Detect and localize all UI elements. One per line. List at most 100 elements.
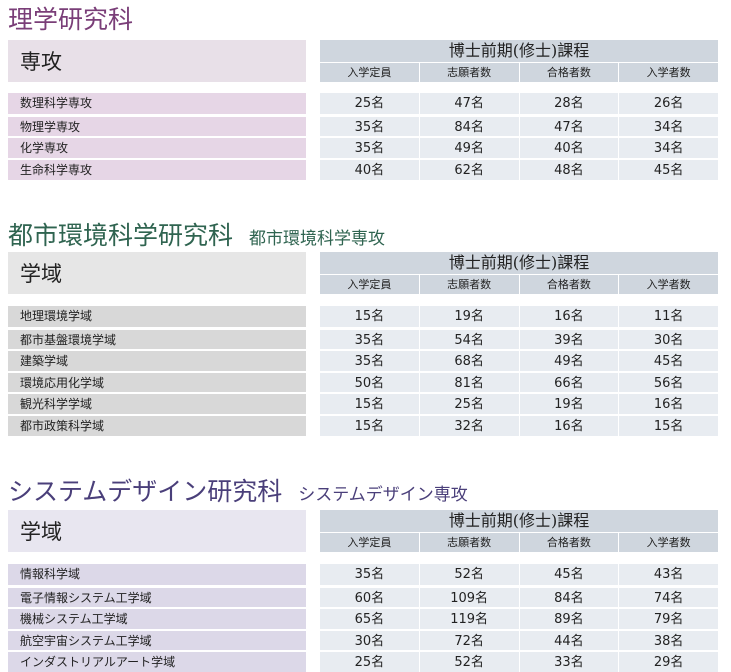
cell-accepted: 66名	[518, 372, 619, 393]
cell-enrolled: 45名	[618, 351, 718, 371]
row-values: 35名 68名 49名 45名	[320, 350, 718, 371]
row-values: 35名 54名 39名 30名	[320, 328, 718, 350]
row-values: 25名 52名 33名 29名	[320, 651, 718, 672]
col-capacity: 入学定員	[347, 278, 392, 291]
cell-enrolled: 34名	[618, 116, 718, 137]
table-row: 電子情報システム工学域 60名 109名 84名 74名	[8, 585, 718, 608]
section-title-text: 都市環境科学研究科	[8, 221, 234, 250]
col-accepted: 合格者数	[518, 275, 619, 294]
cell-accepted: 19名	[518, 394, 619, 414]
col-accepted: 合格者数	[518, 533, 619, 552]
course-title: 博士前期(修士)課程	[448, 253, 590, 272]
section-title: システムデザイン研究科 システムデザイン専攻	[8, 478, 468, 509]
row-name: 都市基盤環境学域	[8, 328, 306, 350]
col-enrolled: 入学者数	[618, 63, 718, 82]
cell-applicants: 54名	[418, 329, 519, 350]
row-values: 30名 72名 44名 38名	[320, 629, 718, 651]
row-name: 機械システム工学域	[8, 608, 306, 629]
section-subtitle: システムデザイン専攻	[298, 485, 468, 505]
cell-accepted: 48名	[518, 159, 619, 180]
cell-accepted: 44名	[518, 630, 619, 651]
cell-enrolled: 38名	[618, 630, 718, 651]
cell-applicants: 81名	[418, 372, 519, 393]
table-row: 建築学域 35名 68名 49名 45名	[8, 349, 718, 371]
section-title-text: システムデザイン研究科	[8, 477, 283, 506]
col-accepted: 合格者数	[518, 63, 619, 82]
table-row: 都市政策科学域 15名 32名 16名 15名	[8, 413, 718, 436]
course-header: 博士前期(修士)課程 入学定員 志願者数 合格者数 入学者数	[320, 252, 718, 294]
cell-applicants: 32名	[418, 415, 519, 436]
table-row: 生命科学専攻 40名 62名 48名 45名	[8, 157, 718, 180]
row-values: 40名 62名 48名 45名	[320, 158, 718, 180]
row-name: インダストリアルアート学域	[8, 651, 306, 672]
cell-capacity: 15名	[354, 397, 385, 412]
cell-enrolled: 15名	[618, 415, 718, 436]
cell-enrolled: 30名	[618, 329, 718, 350]
row-name: 都市政策科学域	[8, 414, 306, 436]
cell-accepted: 39名	[518, 329, 619, 350]
cell-capacity: 15名	[354, 309, 385, 324]
table-row: 都市基盤環境学域 35名 54名 39名 30名	[8, 327, 718, 350]
cell-capacity: 25名	[354, 655, 385, 670]
cell-enrolled: 74名	[618, 587, 718, 608]
section-subtitle: 都市環境科学専攻	[249, 229, 386, 249]
cell-accepted: 89名	[518, 609, 619, 629]
table-row: 航空宇宙システム工学域 30名 72名 44名 38名	[8, 628, 718, 651]
row-name: 物理学専攻	[8, 115, 306, 137]
group-label: 学域	[20, 520, 62, 544]
cell-applicants: 84名	[418, 116, 519, 137]
cell-accepted: 84名	[518, 587, 619, 608]
course-header: 博士前期(修士)課程 入学定員 志願者数 合格者数 入学者数	[320, 510, 718, 552]
cell-capacity: 35名	[354, 141, 385, 156]
col-enrolled: 入学者数	[618, 533, 718, 552]
row-name: 航空宇宙システム工学域	[8, 629, 306, 651]
cell-enrolled: 56名	[618, 372, 718, 393]
cell-capacity: 35名	[354, 119, 385, 135]
cell-capacity: 40名	[354, 162, 385, 178]
cell-enrolled: 34名	[618, 138, 718, 158]
row-values: 35名 84名 47名 34名	[320, 115, 718, 137]
cell-enrolled: 29名	[618, 652, 718, 672]
section-title-text: 理学研究科	[8, 5, 134, 34]
cell-accepted: 28名	[518, 93, 619, 114]
cell-applicants: 119名	[418, 609, 519, 629]
row-values: 35名 49名 40名 34名	[320, 137, 718, 158]
row-values: 15名 19名 16名 11名	[320, 306, 718, 327]
cell-accepted: 33名	[518, 652, 619, 672]
cell-enrolled: 45名	[618, 159, 718, 180]
table-row: インダストリアルアート学域 25名 52名 33名 29名	[8, 650, 718, 672]
group-label: 学域	[20, 262, 62, 286]
cell-applicants: 49名	[418, 138, 519, 158]
table-row: 機械システム工学域 65名 119名 89名 79名	[8, 607, 718, 629]
row-name: 環境応用化学域	[8, 371, 306, 393]
cell-enrolled: 26名	[618, 93, 718, 114]
col-enrolled: 入学者数	[618, 275, 718, 294]
cell-accepted: 47名	[518, 116, 619, 137]
cell-capacity: 25名	[354, 96, 385, 111]
cell-accepted: 16名	[518, 306, 619, 327]
cell-accepted: 40名	[518, 138, 619, 158]
table-row: 物理学専攻 35名 84名 47名 34名	[8, 114, 718, 137]
row-values: 50名 81名 66名 56名	[320, 371, 718, 393]
table-row: 環境応用化学域 50名 81名 66名 56名	[8, 370, 718, 393]
cell-applicants: 68名	[418, 351, 519, 371]
course-header: 博士前期(修士)課程 入学定員 志願者数 合格者数 入学者数	[320, 40, 718, 82]
row-values: 15名 32名 16名 15名	[320, 414, 718, 436]
row-values: 25名 47名 28名 26名	[320, 93, 718, 114]
cell-applicants: 19名	[418, 306, 519, 327]
row-name: 地理環境学域	[8, 306, 306, 327]
cell-applicants: 25名	[418, 394, 519, 414]
row-name: 電子情報システム工学域	[8, 586, 306, 608]
group-label: 専攻	[20, 50, 62, 74]
row-values: 65名 119名 89名 79名	[320, 608, 718, 629]
cell-applicants: 109名	[418, 587, 519, 608]
table-row: 観光科学学域 15名 25名 19名 16名	[8, 392, 718, 414]
cell-accepted: 45名	[518, 564, 619, 585]
cell-applicants: 47名	[418, 93, 519, 114]
row-values: 60名 109名 84名 74名	[320, 586, 718, 608]
row-name: 建築学域	[8, 350, 306, 371]
group-label-header: 専攻	[8, 40, 306, 82]
cell-enrolled: 11名	[618, 306, 718, 327]
cell-capacity: 15名	[354, 418, 385, 434]
col-capacity: 入学定員	[347, 536, 392, 549]
